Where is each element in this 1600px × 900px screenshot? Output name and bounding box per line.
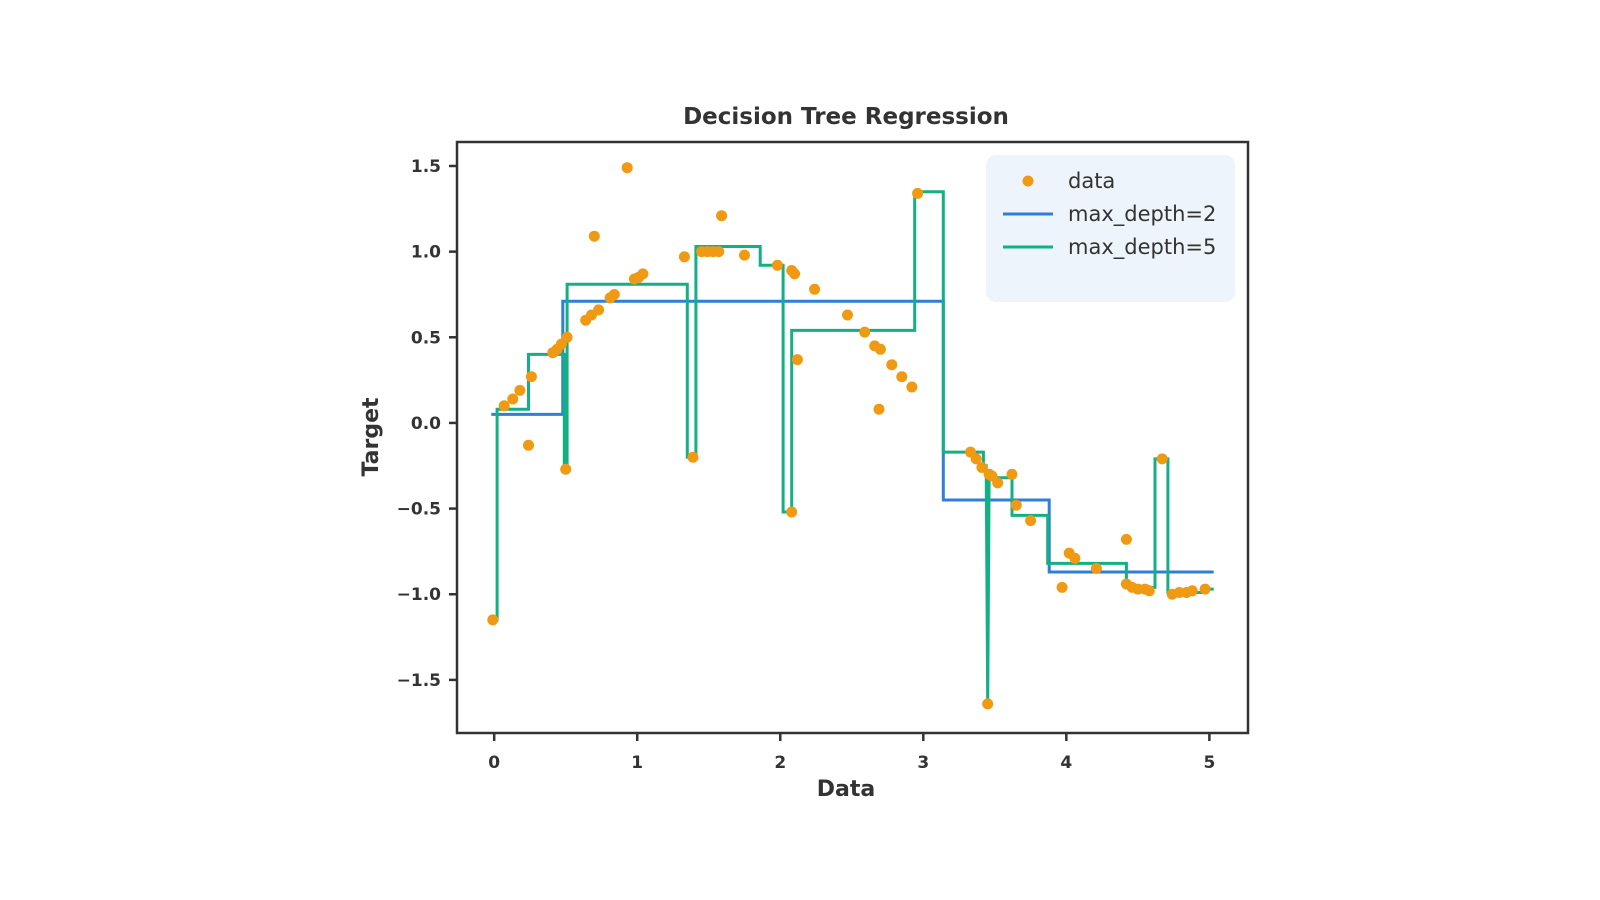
legend-label-max-depth-5: max_depth=5 bbox=[1068, 235, 1216, 260]
data-point bbox=[588, 230, 600, 242]
data-point bbox=[1069, 552, 1081, 564]
data-point bbox=[687, 451, 699, 463]
legend-marker-data bbox=[1022, 175, 1034, 187]
data-point bbox=[1156, 453, 1168, 465]
legend-label-data: data bbox=[1068, 169, 1115, 193]
y-tick-label: 0.0 bbox=[411, 414, 441, 434]
data-point bbox=[786, 506, 798, 518]
legend: data max_depth=2 max_depth=5 bbox=[986, 155, 1235, 302]
data-point bbox=[809, 283, 821, 295]
y-tick-label: −1.0 bbox=[397, 585, 442, 605]
data-point bbox=[498, 400, 510, 412]
x-tick-label: 0 bbox=[488, 753, 500, 773]
data-point bbox=[621, 162, 633, 174]
data-point bbox=[982, 698, 994, 710]
data-point bbox=[523, 439, 534, 451]
data-point bbox=[912, 187, 924, 199]
data-point bbox=[842, 309, 853, 321]
data-point bbox=[873, 403, 885, 415]
data-point bbox=[560, 463, 572, 475]
legend-box bbox=[986, 155, 1235, 302]
x-tick-label: 1 bbox=[631, 753, 643, 773]
data-point bbox=[1056, 581, 1068, 593]
data-point bbox=[716, 210, 728, 222]
x-tick-label: 4 bbox=[1060, 753, 1072, 773]
data-point bbox=[906, 381, 918, 393]
data-point bbox=[1090, 563, 1102, 574]
data-point bbox=[992, 477, 1004, 489]
data-point bbox=[525, 371, 537, 383]
series-line-max-depth-2 bbox=[491, 299, 1214, 574]
data-point bbox=[789, 268, 801, 280]
y-axis-label: Target bbox=[359, 397, 384, 477]
x-axis-label: Data bbox=[817, 777, 875, 802]
legend-label-max-depth-2: max_depth=2 bbox=[1068, 202, 1216, 227]
data-point bbox=[970, 453, 982, 465]
y-tick-label: −1.5 bbox=[397, 671, 441, 691]
data-point bbox=[1010, 499, 1022, 511]
data-point bbox=[514, 384, 526, 396]
data-point bbox=[874, 343, 886, 355]
data-point bbox=[608, 289, 620, 300]
data-point bbox=[593, 304, 605, 316]
data-point bbox=[896, 371, 908, 383]
data-point bbox=[1143, 585, 1155, 597]
data-point bbox=[487, 614, 499, 626]
axes: 0 1 2 3 4 5 −1.5 −1.0 −0.5 0.0 0.5 1.0 1.5 bbox=[397, 157, 1216, 773]
data-point bbox=[791, 354, 803, 366]
data-point bbox=[637, 268, 649, 280]
y-tick-label: 1.0 bbox=[411, 243, 441, 263]
plot-marks bbox=[487, 162, 1214, 710]
data-point bbox=[1199, 583, 1211, 595]
data-point bbox=[1120, 533, 1132, 545]
data-point bbox=[713, 246, 725, 258]
y-tick-label: 0.5 bbox=[411, 328, 441, 348]
data-point bbox=[1025, 515, 1037, 527]
data-point bbox=[1006, 468, 1018, 480]
data-point bbox=[771, 259, 783, 271]
data-point bbox=[678, 251, 690, 263]
y-tick-label: −0.5 bbox=[397, 500, 441, 520]
data-point bbox=[886, 359, 898, 371]
data-point bbox=[507, 393, 519, 405]
data-point bbox=[739, 249, 750, 261]
plot-frame bbox=[455, 140, 1250, 735]
y-tick-label: 1.5 bbox=[411, 157, 441, 177]
data-point bbox=[859, 326, 871, 338]
data-point bbox=[976, 462, 988, 473]
x-tick-label: 3 bbox=[917, 753, 929, 773]
x-tick-label: 5 bbox=[1203, 753, 1215, 773]
data-point bbox=[561, 331, 573, 343]
x-tick-label: 2 bbox=[774, 753, 786, 773]
chart-title: Decision Tree Regression bbox=[683, 104, 1009, 130]
data-point bbox=[1186, 585, 1198, 597]
